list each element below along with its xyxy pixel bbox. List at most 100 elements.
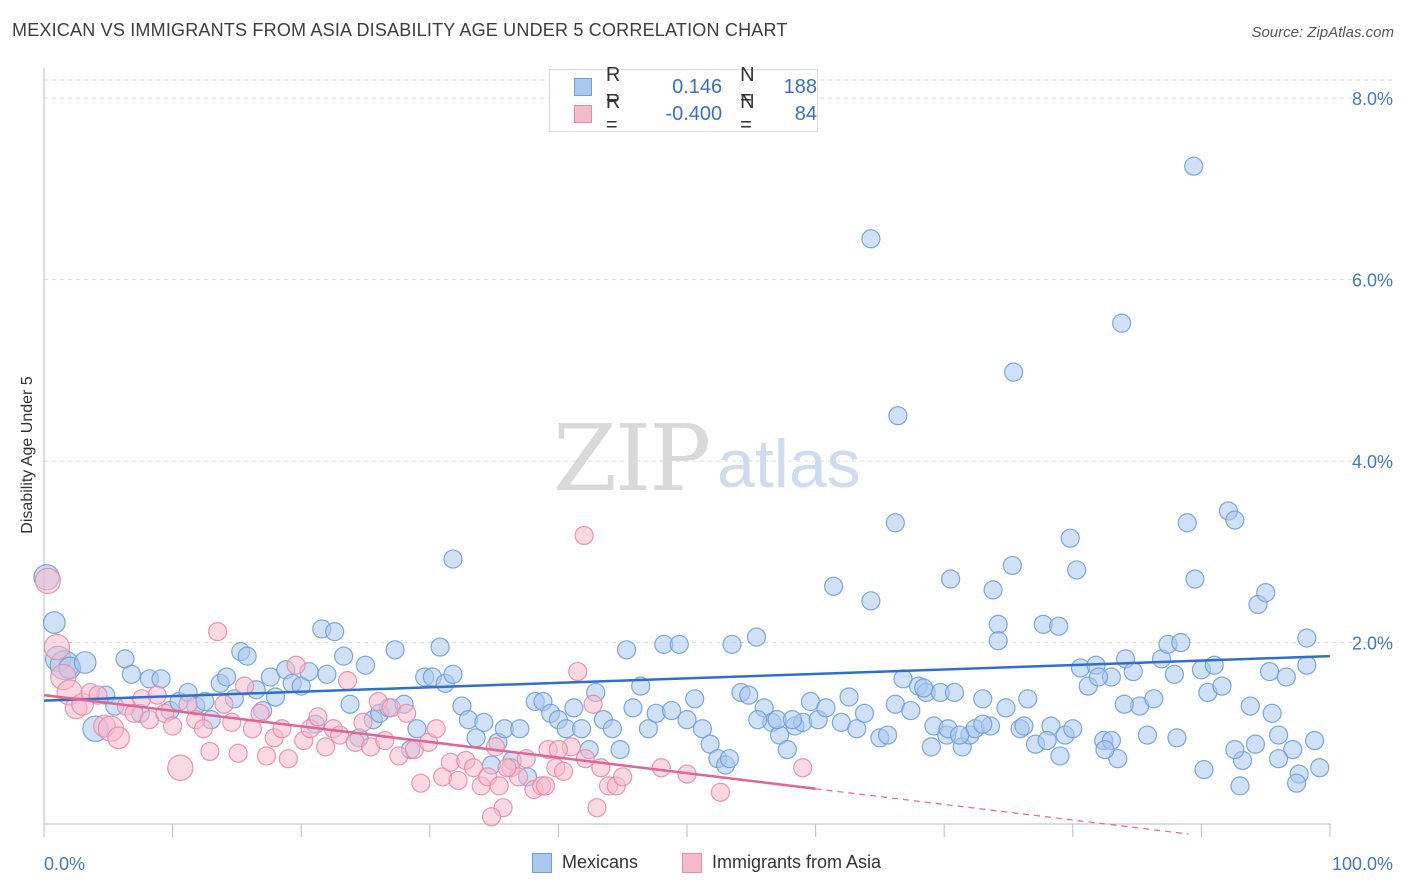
asia-point [286, 655, 306, 675]
mexicans-point [1060, 528, 1080, 548]
legend-item-asia[interactable]: Immigrants from Asia [682, 852, 881, 873]
mexicans-point [1002, 555, 1022, 576]
asia-point [535, 776, 556, 796]
asia-point [497, 758, 517, 778]
asia-trend-line-extrapolated [815, 788, 1189, 835]
asia-point [193, 719, 214, 739]
mexicans-point [443, 549, 463, 569]
asia-point [710, 782, 731, 802]
mexicans-point [42, 611, 66, 634]
asia-point [163, 716, 183, 736]
mexicans-point [861, 591, 881, 611]
asia-point [353, 712, 373, 732]
asia-point [278, 749, 298, 769]
mexicans-point [474, 712, 494, 732]
mexicans-point [988, 614, 1008, 634]
mexicans-point [217, 667, 237, 687]
mexicans-point [1212, 676, 1232, 696]
mexicans-point [1184, 156, 1204, 176]
mexicans-trend-line [43, 654, 1331, 702]
mexicans-point [260, 667, 280, 687]
mexicans-point [944, 682, 965, 703]
watermark-atlas: atlas [717, 426, 861, 502]
legend-n-value: 188 [783, 75, 817, 98]
x-tick-label-max: 100.0% [1332, 854, 1393, 874]
asia-point [613, 767, 633, 787]
legend-swatch-pink [682, 852, 702, 873]
asia-point [235, 676, 255, 696]
mexicans-point [317, 664, 337, 684]
mexicans-point [73, 651, 97, 674]
mexicans-point [571, 719, 592, 739]
mexicans-point [430, 637, 450, 657]
mexicans-point [661, 700, 682, 721]
mexicans-point [1283, 739, 1303, 760]
mexicans-point [1256, 583, 1276, 603]
mexicans-point [777, 739, 797, 760]
mexicans-point [623, 698, 643, 718]
asia-point [214, 694, 234, 714]
mexicans-point [1112, 313, 1132, 333]
mexicans-point [692, 719, 713, 739]
mexicans-point [1297, 655, 1317, 675]
legend-row-asia: R = -0.400 N = 84 [550, 91, 817, 136]
mexicans-point [988, 631, 1008, 651]
y-tick-label: 8.0% [1352, 89, 1393, 109]
mexicans-point [1067, 560, 1087, 580]
mexicans-point [407, 719, 427, 739]
mexicans-point [1225, 510, 1245, 530]
asia-point [463, 758, 484, 778]
mexicans-point [1095, 739, 1115, 760]
legend-swatch-blue [574, 78, 592, 96]
asia-point [147, 685, 167, 705]
asia-trend-line [43, 693, 816, 791]
asia-point [583, 694, 603, 714]
mexicans-point [1276, 667, 1296, 687]
mexicans-point [1167, 728, 1187, 748]
mexicans-point [839, 687, 859, 707]
asia-point [208, 622, 228, 642]
mexicans-point [443, 664, 463, 684]
mexicans-point [121, 664, 142, 684]
asia-point [651, 758, 671, 778]
mexicans-point [1310, 758, 1330, 778]
mexicans-point [941, 569, 961, 589]
mexicans-point [602, 719, 623, 739]
mexicans-point [564, 698, 584, 718]
asia-point [448, 770, 468, 791]
legend-n-value: 84 [794, 102, 817, 125]
mexicans-point [746, 627, 767, 647]
y-axis-label: Disability Age Under 5 [19, 376, 36, 534]
legend-label-mexicans: Mexicans [562, 852, 639, 872]
mexicans-point [950, 725, 970, 745]
asia-point [34, 567, 62, 595]
mexicans-point [854, 703, 875, 723]
legend-label-asia: Immigrants from Asia [712, 852, 882, 872]
mexicans-point [1240, 696, 1260, 716]
mexicans-point [1137, 725, 1157, 745]
legend-item-mexicans[interactable]: Mexicans [532, 852, 638, 873]
mexicans-point [237, 646, 257, 666]
mexicans-point [921, 737, 941, 757]
mexicans-point [824, 576, 844, 596]
mexicans-point [1050, 746, 1070, 766]
mexicans-point [677, 710, 697, 730]
asia-point [316, 737, 336, 757]
asia-point [228, 743, 248, 763]
mexicans-point [151, 669, 171, 689]
mexicans-point [861, 229, 881, 249]
mexicans-point [1286, 773, 1307, 793]
mexicans-point [1268, 749, 1289, 769]
mexicans-point [616, 640, 637, 660]
mexicans-point [748, 710, 768, 730]
mexicans-point [983, 580, 1003, 600]
asia-point [553, 761, 574, 781]
mexicans-point [1262, 703, 1282, 723]
mexicans-point [1225, 739, 1245, 760]
mexicans-point [1304, 730, 1325, 751]
chart-title: MEXICAN VS IMMIGRANTS FROM ASIA DISABILI… [12, 20, 788, 40]
asia-point [308, 707, 328, 727]
legend-swatch-blue [532, 852, 552, 873]
mexicans-point [340, 694, 360, 714]
mexicans-point [1049, 616, 1069, 636]
